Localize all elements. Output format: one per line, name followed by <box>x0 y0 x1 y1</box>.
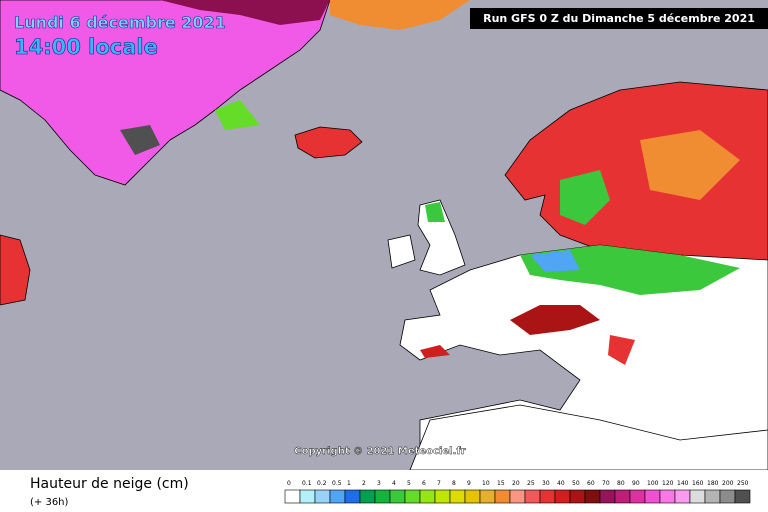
legend-swatch <box>659 489 676 504</box>
legend-swatch <box>389 489 406 504</box>
legend-swatch <box>734 489 751 504</box>
legend-label: 15 <box>497 480 505 487</box>
legend-swatch <box>434 489 451 504</box>
legend-swatch <box>509 489 526 504</box>
legend-label: 10 <box>482 480 490 487</box>
legend-swatch <box>404 489 421 504</box>
legend-swatch <box>674 489 691 504</box>
legend-label: 7 <box>437 480 441 487</box>
legend-label: 70 <box>602 480 610 487</box>
legend-swatch <box>614 489 631 504</box>
legend-swatch <box>419 489 436 504</box>
legend-swatch <box>629 489 646 504</box>
greenland-dark <box>120 125 160 155</box>
legend-label: 25 <box>527 480 535 487</box>
legend-label: 1 <box>347 480 351 487</box>
legend-swatch <box>539 489 556 504</box>
legend-lead: (+ 36h) <box>30 497 69 508</box>
legend-label: 5 <box>407 480 411 487</box>
legend-swatch <box>329 489 346 504</box>
legend-label: 2 <box>362 480 366 487</box>
legend-label: 0 <box>287 480 291 487</box>
arctic-coast <box>330 0 470 30</box>
russia-orange <box>640 130 740 200</box>
balkans <box>608 335 635 365</box>
greenland <box>0 0 331 186</box>
legend-swatch <box>584 489 601 504</box>
legend-label: 9 <box>467 480 471 487</box>
legend-swatch <box>284 489 301 504</box>
time-label: 14:00 locale <box>14 35 158 59</box>
legend-swatch <box>359 489 376 504</box>
sweden-green <box>560 170 610 225</box>
legend-label: 6 <box>422 480 426 487</box>
legend-swatch <box>719 489 736 504</box>
central-green <box>520 245 740 295</box>
copyright: Copyright © 2021 Meteociel.fr <box>294 446 465 457</box>
legend-label: 0.2 <box>317 480 327 487</box>
iceland <box>294 126 363 159</box>
legend-swatch <box>299 489 316 504</box>
greenland-peak <box>160 0 330 25</box>
legend-label: 80 <box>617 480 625 487</box>
legend-swatch <box>464 489 481 504</box>
legend-label: 160 <box>692 480 704 487</box>
legend-swatch <box>554 489 571 504</box>
date-label: Lundi 6 décembre 2021 <box>14 13 226 32</box>
legend-swatch <box>374 489 391 504</box>
legend-label: 140 <box>677 480 689 487</box>
legend-label: 20 <box>512 480 520 487</box>
legend-swatch <box>599 489 616 504</box>
legend-swatch <box>569 489 586 504</box>
legend-label: 100 <box>647 480 659 487</box>
legend-label: 0.1 <box>302 480 312 487</box>
run-banner <box>470 8 768 29</box>
legend-label: 8 <box>452 480 456 487</box>
legend-swatch <box>449 489 466 504</box>
legend-swatch <box>314 489 331 504</box>
legend-label: 200 <box>722 480 734 487</box>
legend-label: 4 <box>392 480 396 487</box>
legend-label: 60 <box>587 480 595 487</box>
snow-blue <box>530 250 580 272</box>
legend-swatch <box>494 489 511 504</box>
legend-label: 3 <box>377 480 381 487</box>
legend-swatch <box>344 489 361 504</box>
pyrenees <box>420 345 450 358</box>
legend-swatch <box>689 489 706 504</box>
legend-label: 0.5 <box>332 480 342 487</box>
legend-label: 50 <box>572 480 580 487</box>
legend-swatch <box>644 489 661 504</box>
legend-title: Hauteur de neige (cm) <box>30 476 189 492</box>
legend-label: 250 <box>737 480 749 487</box>
scotland <box>425 202 445 222</box>
legend-label: 90 <box>632 480 640 487</box>
run-label: Run GFS 0 Z du Dimanche 5 décembre 2021 <box>483 12 755 25</box>
legend-swatch <box>479 489 496 504</box>
legend-scale: 0 0.1 0.2 0.5 1 2 3 4 5 6 7 8 9 10 15 20 25 30 40 50 60 70 80 9… <box>284 480 751 504</box>
legend-label: 30 <box>542 480 550 487</box>
legend-swatch <box>524 489 541 504</box>
greenland-edge <box>215 100 260 130</box>
legend-swatch <box>704 489 721 504</box>
ireland <box>387 234 416 269</box>
labrador <box>0 234 31 306</box>
legend-label: 120 <box>662 480 674 487</box>
legend-label: 180 <box>707 480 719 487</box>
alps <box>510 305 600 335</box>
legend-label: 40 <box>557 480 565 487</box>
